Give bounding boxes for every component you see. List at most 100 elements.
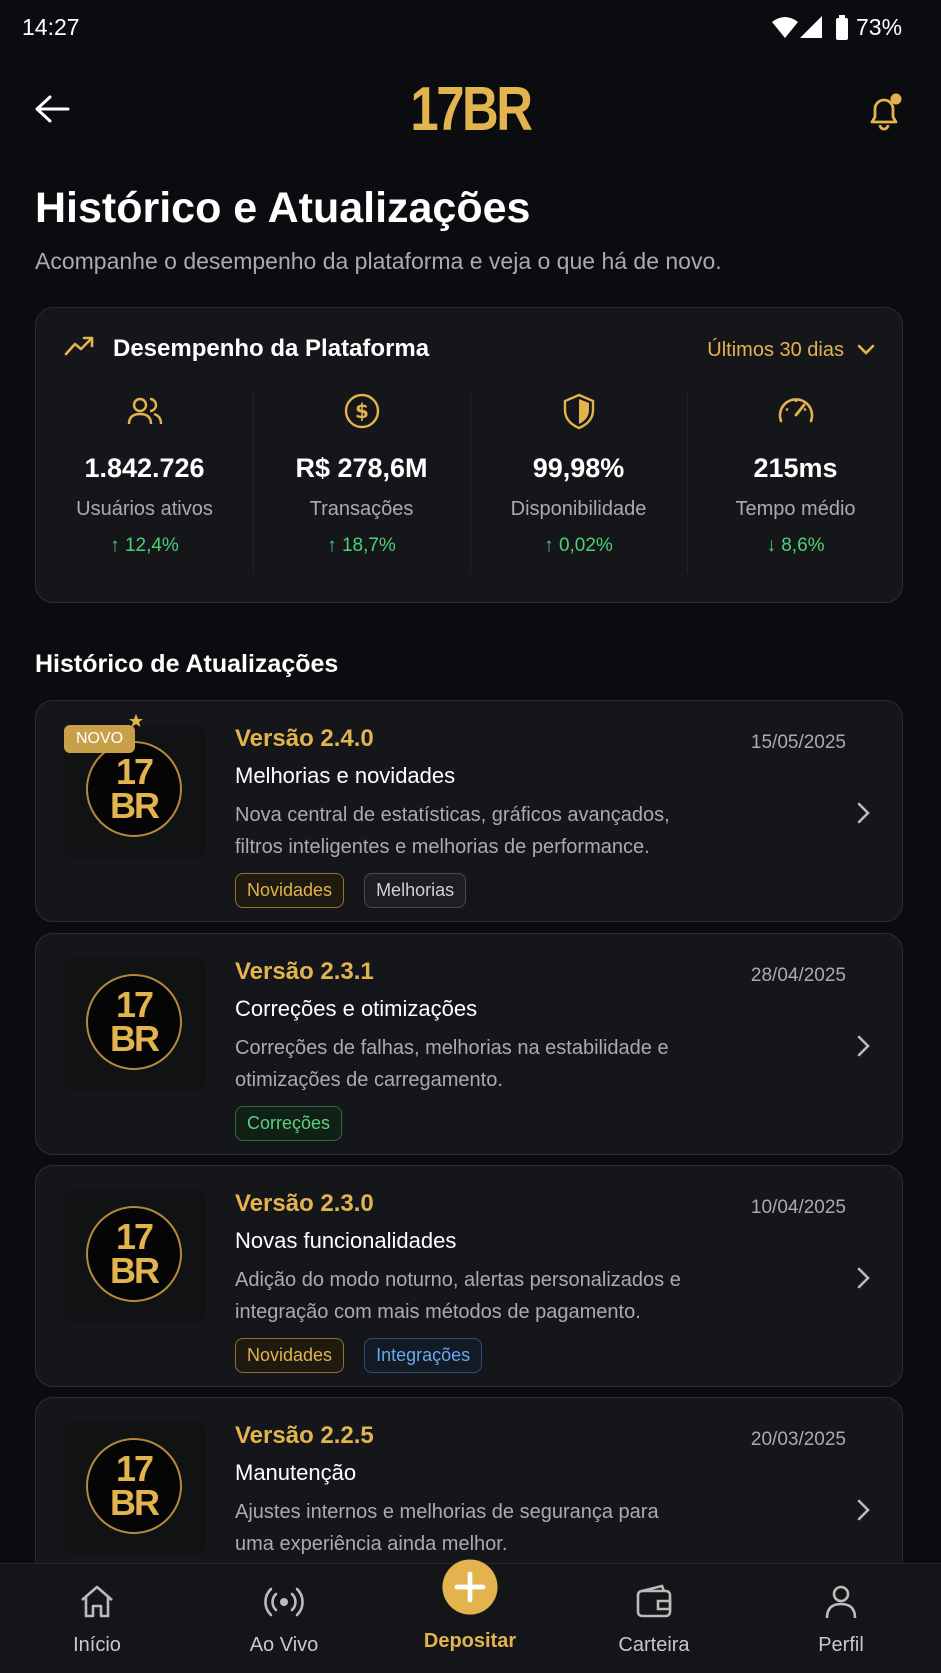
nav-icon: [560, 1582, 748, 1622]
tag: Integrações: [364, 1338, 483, 1373]
stat-icon: [470, 393, 687, 433]
stat-label: Transações: [309, 498, 414, 520]
update-version: Versão 2.2.5: [235, 1422, 374, 1449]
tag-row: Novidades Melhorias: [235, 873, 486, 908]
update-date: 20/03/2025: [750, 1429, 846, 1450]
update-logo-box: 17 BR: [64, 1422, 206, 1555]
stats-row: 1.842.726 Usuários ativos ↑ 12,4% $ R$ 278,6…: [36, 308, 904, 604]
stat-value: 99,98%: [532, 453, 625, 483]
update-logo-text: BR: [110, 1482, 160, 1523]
tag: Novidades: [235, 1338, 345, 1373]
page-subtitle: Acompanhe o desempenho da plataforma e v…: [35, 248, 722, 274]
battery-icon: [836, 15, 848, 40]
period-selector[interactable]: Últimos 30 dias: [707, 339, 844, 361]
tag: Melhorias: [364, 873, 467, 908]
update-title: Melhorias e novidades: [235, 763, 456, 788]
update-version: Versão 2.3.0: [235, 1190, 374, 1217]
update-logo-box: 17 BR: [64, 1190, 206, 1323]
stat-label: Disponibilidade: [510, 498, 647, 520]
update-logo-text: BR: [110, 1018, 160, 1059]
nav-icon: [190, 1582, 378, 1622]
update-logo: 17 BR: [86, 1206, 182, 1302]
tag: Novidades: [235, 873, 345, 908]
update-logo: 17 BR: [86, 741, 182, 837]
update-version: Versão 2.4.0: [235, 725, 374, 752]
stat-change: ↑ 12,4%: [110, 535, 179, 556]
update-card[interactable]: 17 BR Versão 2.3.1 28/04/2025 Correções e ot…: [35, 933, 903, 1155]
nav-icon: [747, 1582, 935, 1622]
nav-item[interactable]: Ao Vivo: [190, 1564, 378, 1673]
tag-row: Correções: [235, 1106, 362, 1141]
trend-icon: [64, 336, 94, 356]
stat-change: ↑ 0,02%: [544, 535, 613, 556]
update-description: Correções de falhas, melhorias na estabi…: [235, 1037, 669, 1091]
nav-label: Início: [73, 1634, 121, 1656]
stat-column: 215ms Tempo médio ↓ 8,6%: [687, 393, 904, 573]
notifications-button[interactable]: [864, 90, 906, 132]
update-logo-box: 17 BR: [64, 958, 206, 1091]
update-title: Correções e otimizações: [235, 996, 478, 1021]
stat-change: ↑ 18,7%: [327, 535, 396, 556]
nav-label: Perfil: [818, 1634, 864, 1656]
app-logo: 17BR: [410, 75, 533, 144]
nav-item[interactable]: Perfil: [747, 1564, 935, 1673]
stat-value: 215ms: [753, 453, 838, 483]
update-logo: 17 BR: [86, 1438, 182, 1534]
performance-title: Desempenho da Plataforma: [113, 335, 430, 362]
update-version: Versão 2.3.1: [235, 958, 374, 985]
chevron[interactable]: [856, 1498, 872, 1527]
update-title: Novas funcionalidades: [235, 1228, 457, 1253]
update-logo-text: BR: [110, 1250, 160, 1291]
update-date: 10/04/2025: [750, 1197, 846, 1218]
tag: Correções: [235, 1106, 343, 1141]
stat-change: ↓ 8,6%: [766, 535, 825, 556]
nav-label: Carteira: [618, 1634, 690, 1656]
update-description: Nova central de estatísticas, gráficos a…: [235, 804, 670, 858]
nav-item[interactable]: Início: [3, 1564, 191, 1673]
update-description: Ajustes internos e melhorias de seguranç…: [235, 1501, 659, 1555]
update-description: Adição do modo noturno, alertas personal…: [235, 1269, 681, 1323]
svg-text:$: $: [355, 399, 369, 423]
update-logo-text: BR: [110, 785, 160, 826]
update-date: 15/05/2025: [750, 732, 846, 753]
nav-label: Ao Vivo: [249, 1634, 319, 1656]
stat-icon: [687, 393, 904, 433]
chevron[interactable]: [856, 1266, 872, 1295]
performance-card: Desempenho da Plataforma Últimos 30 dias…: [35, 307, 903, 603]
update-date: 28/04/2025: [750, 965, 846, 986]
update-logo-text: 17: [115, 1448, 154, 1489]
stat-label: Tempo médio: [735, 498, 856, 520]
stat-icon: $: [253, 393, 470, 433]
nav-icon: [376, 1558, 564, 1616]
nav-label: Depositar: [423, 1630, 517, 1652]
chevron[interactable]: [856, 801, 872, 830]
nav-icon: [3, 1582, 191, 1622]
tag-row: Novidades Integrações: [235, 1338, 502, 1373]
stat-column: 1.842.726 Usuários ativos ↑ 12,4%: [36, 393, 254, 573]
nav-item[interactable]: Depositar: [376, 1559, 564, 1673]
page-title: Histórico e Atualizações: [35, 184, 531, 232]
bottom-navigation: Início Ao Vivo Depositar Carteira Perfil: [0, 1559, 941, 1673]
period-chevron[interactable]: [856, 342, 876, 358]
stat-column: $ R$ 278,6M Transações ↑ 18,7%: [253, 393, 471, 573]
update-logo-text: 17: [115, 1216, 154, 1257]
update-card[interactable]: 17 BR NOVO Versão 2.4.0 15/05/2025 Melhorias …: [35, 700, 903, 922]
update-logo-text: 17: [115, 751, 154, 792]
new-badge: NOVO: [64, 725, 136, 753]
stat-value: 1.842.726: [84, 453, 205, 483]
badge-star: [128, 713, 144, 734]
stat-value: R$ 278,6M: [295, 453, 428, 483]
stat-label: Usuários ativos: [76, 498, 213, 520]
updates-title: Histórico de Atualizações: [35, 650, 339, 678]
stat-column: 99,98% Disponibilidade ↑ 0,02%: [470, 393, 688, 573]
status-icons: [772, 16, 822, 38]
battery-level: 73%: [856, 14, 903, 40]
back-button[interactable]: [34, 94, 72, 124]
stat-icon: [36, 393, 253, 433]
chevron[interactable]: [856, 1034, 872, 1063]
update-card[interactable]: 17 BR Versão 2.3.0 10/04/2025 Novas funciona…: [35, 1165, 903, 1387]
update-title: Manutenção: [235, 1460, 357, 1485]
update-logo: 17 BR: [86, 974, 182, 1070]
nav-item[interactable]: Carteira: [560, 1564, 748, 1673]
